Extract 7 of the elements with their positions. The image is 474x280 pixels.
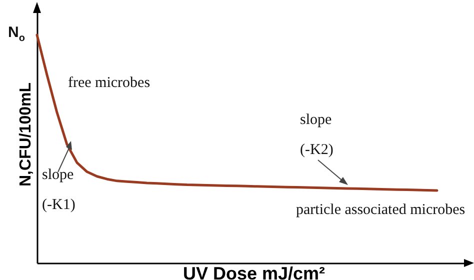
text: N$_{o}$ <box>8 24 25 44</box>
x-axis-title: UV Dose mJ/cm² <box>182 264 326 280</box>
annotation: slope (-K1) <box>42 166 76 215</box>
annotation: free microbes <box>68 74 150 93</box>
annotation: slope (-K2) <box>300 111 334 160</box>
y-axis-title: N,CFU/100mL <box>18 82 34 187</box>
annotation: particle associated microbes <box>296 201 466 220</box>
